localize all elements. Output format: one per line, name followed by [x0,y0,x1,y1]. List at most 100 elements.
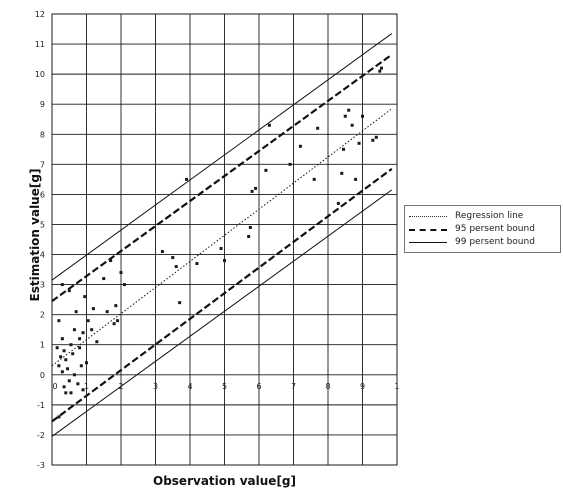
data-point [219,247,223,251]
data-point [64,358,68,362]
data-point [312,177,316,181]
data-point [248,225,252,229]
data-point [81,388,85,392]
data-point [254,186,258,190]
bound-99-upper [51,33,393,281]
data-point [76,382,80,386]
legend-label: 99 persent bound [455,237,535,247]
data-point [247,234,251,238]
data-point [340,171,344,175]
x-tick-label: 0 [52,382,57,391]
data-point [69,391,73,395]
data-point [174,265,178,269]
legend: Regression line 95 persent bound 99 pers… [404,205,561,253]
x-tick-label: 6 [256,382,261,391]
data-point [160,250,164,254]
data-point [379,66,383,70]
data-point [62,349,66,353]
data-point [60,337,64,341]
y-tick-label: 1 [40,341,45,350]
y-tick-label: 10 [35,70,45,79]
data-point [60,283,64,287]
data-point [102,277,106,281]
y-tick-label: 2 [40,311,45,320]
data-point [78,337,82,341]
data-point [72,373,76,377]
y-tick-label: 7 [40,160,45,169]
data-point [85,361,88,365]
y-tick-label: -2 [37,431,45,440]
legend-item-95: 95 persent bound [409,223,559,235]
data-point [81,331,85,335]
y-tick-label: -1 [37,401,45,410]
data-point [116,319,120,323]
legend-item-99: 99 persent bound [409,236,559,248]
legend-item-regression: Regression line [409,210,559,222]
data-point [79,364,83,368]
x-tick-label: 7 [291,382,296,391]
data-point [57,364,61,368]
bound-99-lower [51,189,393,437]
data-point [178,301,182,305]
data-point [171,256,175,260]
data-point [67,379,71,383]
legend-swatch-regression [409,216,447,217]
data-point [91,307,95,311]
series-lines [51,33,393,437]
data-point [60,370,64,374]
data-point [71,352,75,356]
data-point [78,346,82,350]
y-tick-label: -3 [37,461,45,470]
data-point [374,135,378,139]
data-point [336,201,340,205]
data-point [95,340,99,344]
data-point [109,259,113,263]
data-point [105,310,109,314]
x-tick-label: 2 [118,382,123,391]
legend-label: Regression line [455,211,524,221]
regression-line [51,108,393,367]
x-tick-label: 5 [222,382,227,391]
x-tick-label: 8 [325,382,330,391]
y-tick-label: 12 [35,10,45,19]
data-point [66,367,70,371]
data-point [195,262,199,266]
y-tick-label: 4 [40,251,45,260]
data-point [64,391,68,395]
data-point [69,343,73,347]
data-point [114,304,118,308]
x-tick-label: 1 [394,382,399,391]
x-tick-label: 1 [84,382,89,391]
data-point [250,189,254,193]
data-point [223,259,226,263]
data-point [122,283,126,287]
x-tick-label: 9 [360,382,365,391]
data-point [357,141,361,145]
x-tick-label: 3 [153,382,158,391]
data-point [267,123,271,127]
data-point [90,328,94,332]
data-point [264,168,268,172]
grid-lines [51,13,398,466]
data-point [62,385,66,389]
data-points [55,66,383,419]
y-axis-title: Estimation value[g] [28,168,42,302]
y-tick-label: 3 [40,281,45,290]
data-point [347,108,351,112]
data-point [378,69,382,73]
data-point [55,346,59,350]
data-point [67,289,71,293]
legend-label: 95 persent bound [455,224,535,234]
x-axis-title: Observation value[g] [153,474,296,488]
y-tick-label: 11 [35,40,45,49]
data-point [72,328,76,332]
y-tick-label: 6 [40,190,45,199]
legend-swatch-99 [409,242,447,243]
x-tick-labels: 0 1 2 3 4 5 6 7 8 9 1 [52,382,399,391]
data-point [298,144,302,148]
y-tick-label: 0 [40,371,45,380]
data-point [83,295,87,299]
bound-95-lower [51,167,393,423]
